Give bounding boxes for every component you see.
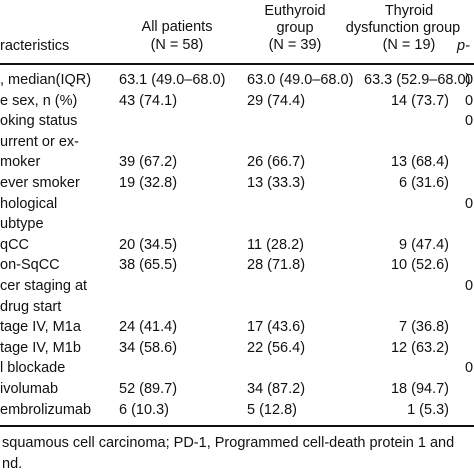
cell-label: moker <box>0 154 41 170</box>
cell-p: 0 <box>465 93 474 109</box>
cell-all: 63.1 (49.0–68.0) <box>119 72 226 88</box>
cell-p: 0 <box>465 72 474 88</box>
cell-all: 52 (89.7) <box>119 381 178 397</box>
cell-dys: 6 (31.6) <box>399 175 449 191</box>
cell-eu: 29 (74.4) <box>247 93 306 109</box>
cell-eu: 63.0 (49.0–68.0) <box>247 72 354 88</box>
cell-eu: 5 (12.8) <box>247 402 297 418</box>
cell-label: tage IV, M1b <box>0 340 81 356</box>
footnote-line1: squamous cell carcinoma; PD-1, Programme… <box>2 435 455 451</box>
cell-label: embrolizumab <box>0 402 92 418</box>
cell-dys: 63.3 (52.9–68.0) <box>364 72 471 88</box>
cell-dys: 13 (68.4) <box>390 154 449 170</box>
cell-dys: 7 (36.8) <box>399 319 449 335</box>
cell-p: 0 <box>465 278 474 294</box>
cell-eu: 34 (87.2) <box>247 381 306 397</box>
header-euthyroid-line3: (N = 39) <box>268 37 322 53</box>
table-bottom-rule <box>0 425 474 427</box>
cell-label: l blockade <box>0 360 66 376</box>
header-all-line2: (N = 58) <box>150 37 204 53</box>
cell-eu: 26 (66.7) <box>247 154 306 170</box>
cell-label: ivolumab <box>0 381 59 397</box>
cell-label: on-SqCC <box>0 257 60 273</box>
cell-eu: 11 (28.2) <box>247 237 304 253</box>
cell-label: oking status <box>0 113 78 129</box>
cell-label: hological <box>0 196 58 212</box>
header-dysfunction-line1: Thyroid <box>384 3 434 19</box>
cell-eu: 28 (71.8) <box>247 257 306 273</box>
cell-label: e sex, n (%) <box>0 93 78 109</box>
header-euthyroid-line2: group <box>276 20 314 36</box>
cell-p: 0 <box>465 196 474 212</box>
header-bottom-rule <box>0 63 474 65</box>
cell-eu: 13 (33.3) <box>247 175 306 191</box>
cell-p: 0 <box>465 360 474 376</box>
cell-eu: 17 (43.6) <box>247 319 306 335</box>
header-p-value: p- <box>457 38 470 54</box>
cell-dys: 9 (47.4) <box>399 237 449 253</box>
cell-all: 19 (32.8) <box>119 175 178 191</box>
cell-label: cer staging at <box>0 278 88 294</box>
cell-dys: 18 (94.7) <box>390 381 449 397</box>
header-euthyroid-line1: Euthyroid <box>264 3 326 19</box>
cell-p: 0 <box>465 113 474 129</box>
cell-all: 20 (34.5) <box>119 237 178 253</box>
cell-all: 38 (65.5) <box>119 257 178 273</box>
cell-label: tage IV, M1a <box>0 319 81 335</box>
cell-dys: 1 (5.3) <box>407 402 449 418</box>
cell-all: 43 (74.1) <box>119 93 178 109</box>
cell-label: urrent or ex- <box>0 134 79 150</box>
cell-dys: 12 (63.2) <box>390 340 449 356</box>
cell-dys: 10 (52.6) <box>390 257 449 273</box>
cell-dys: 14 (73.7) <box>390 93 449 109</box>
cell-all: 6 (10.3) <box>119 402 169 418</box>
cell-all: 39 (67.2) <box>119 154 178 170</box>
header-characteristics: racteristics <box>0 38 70 54</box>
cell-label: ubtype <box>0 216 44 232</box>
cell-all: 24 (41.4) <box>119 319 178 335</box>
cell-label: , median(IQR) <box>0 72 92 88</box>
header-dysfunction-line2: dysfunction group <box>345 20 461 36</box>
header-all-line1: All patients <box>141 19 213 35</box>
cell-eu: 22 (56.4) <box>247 340 306 356</box>
cell-label: ever smoker <box>0 175 80 191</box>
cell-label: drug start <box>0 299 62 315</box>
cell-label: qCC <box>0 237 30 253</box>
footnote-line2: nd. <box>2 456 23 472</box>
cell-all: 34 (58.6) <box>119 340 178 356</box>
header-dysfunction-line3: (N = 19) <box>382 37 436 53</box>
